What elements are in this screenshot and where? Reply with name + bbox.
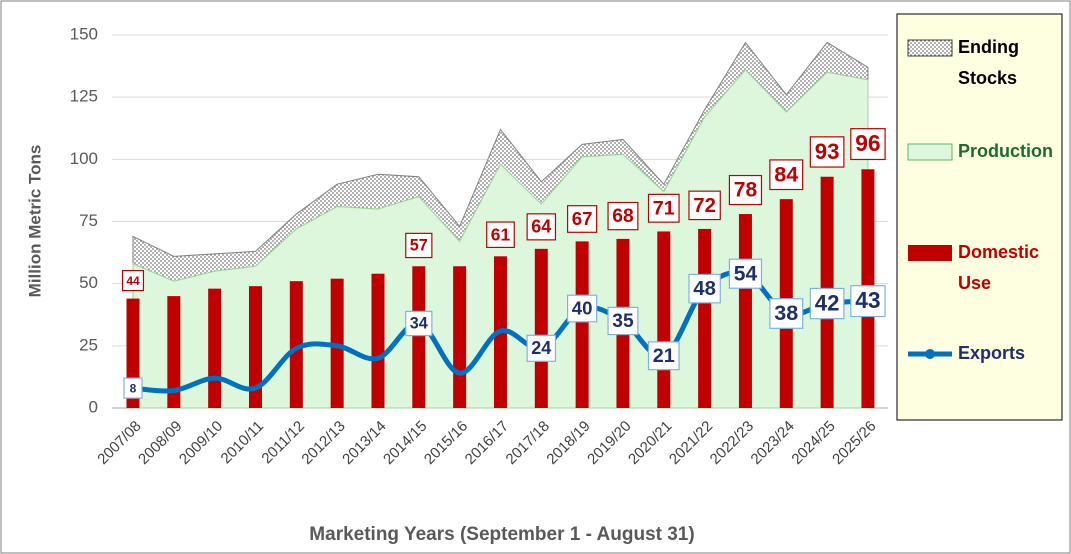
domestic-use-label: 57 [410,237,428,255]
domestic-use-label-box [486,221,515,249]
domestic-use-label-box [809,136,845,168]
exports-label: 48 [693,278,716,300]
domestic-use-label-box [607,201,639,231]
domestic-use-label: 44 [126,274,140,288]
y-tick-label: 25 [79,335,98,354]
exports-label-box [850,285,886,318]
domestic-use-bar [371,273,385,408]
y-axis-title: Million Metric Tons [25,145,44,298]
legend-swatch [908,245,952,261]
domestic-use-bar [289,281,303,408]
domestic-use-label: 84 [774,161,798,186]
y-tick-label: 125 [70,87,98,106]
exports-label: 21 [653,345,675,367]
exports-label-box [769,298,804,329]
domestic-use-label-box [405,232,433,259]
y-tick-label: 75 [79,211,98,230]
exports-label-box [566,294,598,323]
y-tick-label: 150 [70,24,98,43]
exports-label: 42 [815,290,840,315]
exports-label-box [688,273,721,304]
legend-swatch [907,143,953,161]
exports-label-box [728,258,763,289]
legend-marker [925,349,935,359]
domestic-use-bar [208,288,222,408]
domestic-use-label-box [526,213,557,241]
domestic-use-label-box [769,159,804,191]
domestic-use-label: 78 [734,179,758,202]
exports-label-box [809,287,845,320]
exports-label: 38 [774,300,798,325]
domestic-use-label-box [688,190,721,221]
exports-label: 34 [410,315,428,333]
exports-label-box [123,377,143,399]
exports-label-box [526,334,557,362]
domestic-use-label-box [566,205,598,233]
y-tick-label: 0 [89,397,98,416]
exports-label: 40 [572,297,593,318]
domestic-use-bar [698,228,712,408]
domestic-use-bar [167,296,181,408]
domestic-use-label-box [647,193,680,223]
domestic-use-label: 68 [612,206,634,227]
domestic-use-bar [575,241,589,408]
legend-label: Production [958,141,1053,161]
domestic-use-label-box [850,128,886,161]
domestic-use-bar [453,266,467,408]
exports-label-box [405,310,433,337]
exports-label: 35 [612,311,634,332]
exports-label: 8 [130,381,137,395]
legend-swatch [907,39,953,57]
domestic-use-label: 61 [491,224,511,244]
domestic-use-bar [412,266,426,408]
domestic-use-label-box [728,174,763,206]
legend-label: Domestic Use [958,242,1039,293]
x-axis-title: Marketing Years (September 1 - August 31… [309,524,694,545]
domestic-use-bar [248,286,262,408]
domestic-use-label: 71 [653,197,675,219]
domestic-use-bar [534,248,548,408]
domestic-use-bar [657,231,671,408]
domestic-use-label: 64 [531,217,551,237]
exports-label: 43 [855,287,880,313]
y-tick-label: 50 [79,273,98,292]
legend-label: Exports [958,343,1025,363]
domestic-use-label: 67 [572,208,593,229]
exports-label-box [647,341,680,371]
exports-label-box [607,306,639,336]
exports-label: 24 [531,338,551,358]
y-tick-label: 100 [70,149,98,168]
domestic-use-label: 72 [693,195,716,217]
legend-label: Ending Stocks [958,37,1019,88]
domestic-use-label-box [121,269,145,292]
domestic-use-label: 96 [855,130,880,156]
domestic-use-label: 93 [815,139,840,164]
domestic-use-bar [738,214,752,408]
exports-label: 54 [734,262,758,285]
